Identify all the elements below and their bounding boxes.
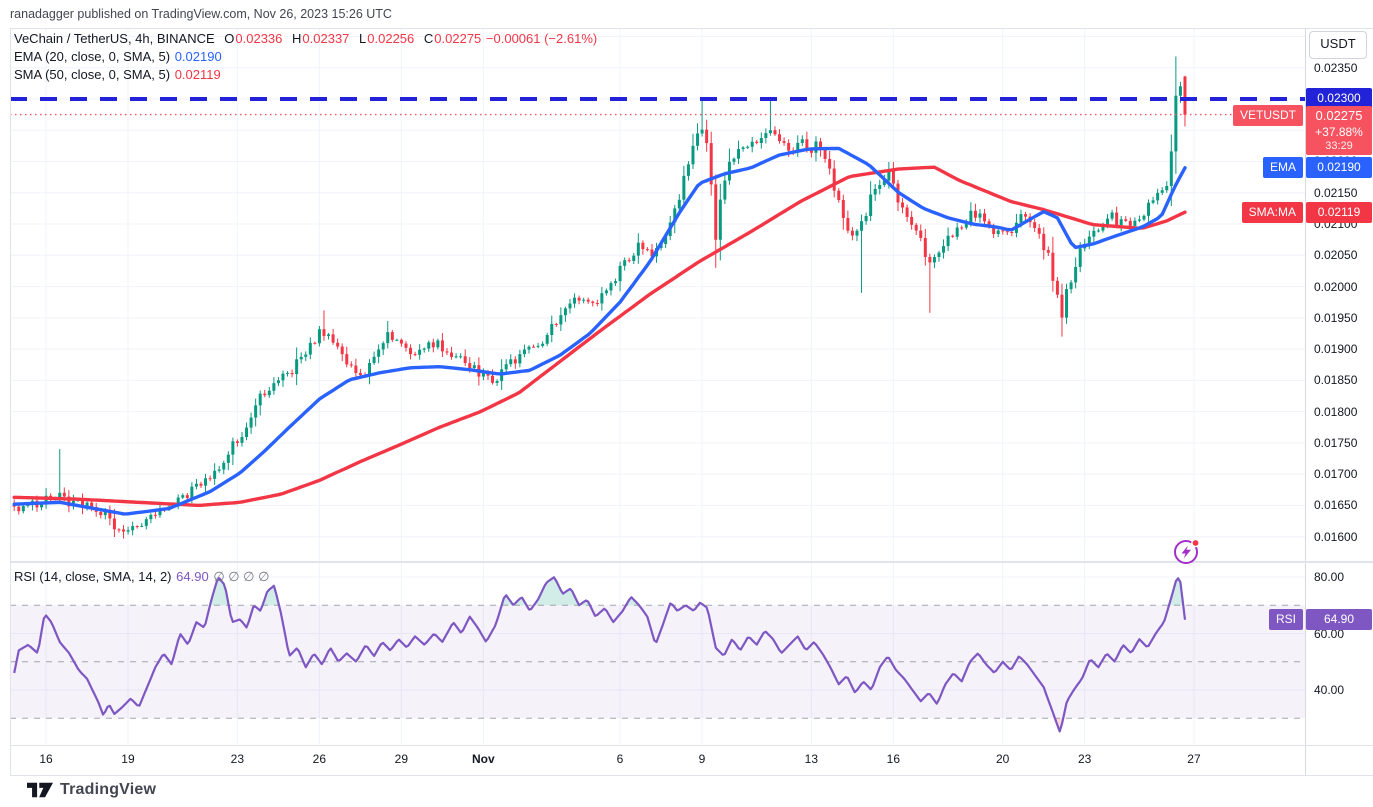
time-tick-label: 9	[698, 752, 706, 766]
rsi-hidden-values: ∅ ∅ ∅ ∅	[213, 569, 270, 584]
attribution-text: ranadagger published on TradingView.com,…	[10, 7, 392, 21]
ema-value: 0.02190	[174, 49, 222, 64]
time-tick-label: 26	[312, 752, 327, 766]
time-scale-separator	[10, 745, 1373, 746]
price-tick-label: 0.01900	[1314, 342, 1358, 357]
price-tick-label: 0.01750	[1314, 435, 1358, 450]
last-price-chip: 0.02275 +37.88% 33:29	[1306, 106, 1372, 155]
time-tick-label: 19	[121, 752, 135, 766]
price-tick-label: 0.01850	[1314, 373, 1358, 388]
rsi-line-label: RSI	[1268, 609, 1303, 630]
sma-value-chip: 0.02119	[1306, 202, 1372, 223]
close-label: C	[423, 31, 434, 46]
time-tick-label: 23	[1077, 752, 1092, 766]
ema-title: EMA (20, close, 0, SMA, 5)	[14, 49, 171, 64]
change-percent: +37.88%	[1315, 125, 1363, 139]
rsi-chart-canvas[interactable]	[10, 576, 1305, 733]
legend-sma-row[interactable]: SMA (50, close, 0, SMA, 5) 0.02119	[14, 67, 221, 85]
tradingview-logo-text: TradingView	[60, 781, 157, 798]
time-tick-label: 16	[39, 752, 53, 766]
time-tick-label: 27	[1187, 752, 1201, 766]
rsi-value: 64.90	[176, 569, 209, 584]
rsi-tick-label: 80.00	[1314, 570, 1345, 584]
frame-left	[10, 28, 11, 776]
rsi-value-chip: 64.90	[1306, 609, 1372, 630]
legend-ema-row[interactable]: EMA (20, close, 0, SMA, 5) 0.02190	[14, 49, 222, 67]
time-tick-label: 29	[394, 752, 409, 766]
price-tick-label: 0.01600	[1314, 529, 1358, 544]
price-scale-currency-button[interactable]: USDT	[1309, 31, 1367, 59]
price-scale-separator[interactable]	[1305, 28, 1306, 776]
rsi-line[interactable]	[13, 576, 1187, 733]
time-tick-label: 13	[804, 752, 819, 766]
sma-line-label: SMA:MA	[1241, 202, 1303, 223]
frame-top	[10, 28, 1373, 29]
open-value: 0.02336	[235, 31, 283, 46]
open-label: O	[224, 31, 235, 46]
lightning-quick-action-icon[interactable]	[1170, 535, 1202, 567]
time-tick-label: 23	[230, 752, 245, 766]
candlesticks	[12, 56, 1187, 539]
high-label: H	[292, 31, 302, 46]
legend-rsi-row[interactable]: RSI (14, close, SMA, 14, 2) 64.90 ∅ ∅ ∅ …	[14, 569, 269, 587]
price-tick-label: 0.02000	[1314, 279, 1358, 294]
rsi-tick-label: 40.00	[1314, 683, 1345, 697]
ema-value-chip: 0.02190	[1306, 157, 1372, 178]
ema20-line[interactable]	[12, 146, 1187, 516]
resistance-level-chip: 0.02300	[1306, 88, 1372, 109]
low-value: 0.02256	[367, 31, 415, 46]
price-tick-label: 0.02350	[1314, 60, 1358, 75]
sma-value: 0.02119	[174, 67, 221, 82]
pane-separator[interactable]	[10, 561, 1373, 563]
time-tick-label: 20	[995, 752, 1010, 766]
legend-symbol-row[interactable]: VeChain / TetherUS, 4h, BINANCE O0.02336…	[14, 31, 597, 49]
ema-line-label: EMA	[1262, 157, 1303, 178]
bar-countdown: 33:29	[1325, 140, 1353, 152]
time-tick-label: 16	[886, 752, 901, 766]
high-value: 0.02337	[302, 31, 350, 46]
close-value: 0.02275	[434, 31, 482, 46]
price-tick-label: 0.01950	[1314, 310, 1358, 325]
rsi-tick-label: 60.00	[1314, 626, 1345, 641]
price-tick-label: 0.02050	[1314, 248, 1358, 263]
price-tick-label: 0.01800	[1314, 404, 1358, 419]
frame-bottom	[10, 775, 1373, 776]
last-price-value: 0.02275	[1315, 108, 1363, 123]
tradingview-logo[interactable]: TradingView	[27, 781, 156, 799]
change-value: −0.00061 (−2.61%)	[485, 31, 598, 46]
price-chart-canvas[interactable]	[12, 56, 1187, 539]
symbol-price-label: VETUSDT	[1232, 105, 1303, 126]
time-tick-label: 6	[616, 752, 624, 766]
price-tick-label: 0.02150	[1314, 185, 1358, 200]
grid	[10, 28, 1305, 744]
price-tick-label: 0.01700	[1314, 467, 1358, 482]
sma-title: SMA (50, close, 0, SMA, 5)	[14, 67, 171, 82]
time-tick-label: Nov	[471, 752, 495, 766]
tradingview-logo-mark	[27, 782, 53, 798]
sma50-line[interactable]	[12, 165, 1187, 507]
low-label: L	[359, 31, 367, 46]
rsi-title: RSI (14, close, SMA, 14, 2)	[14, 569, 172, 584]
symbol-title: VeChain / TetherUS, 4h, BINANCE	[14, 31, 215, 46]
rsi-overbought-fill	[533, 577, 590, 606]
price-tick-label: 0.01650	[1314, 498, 1358, 513]
